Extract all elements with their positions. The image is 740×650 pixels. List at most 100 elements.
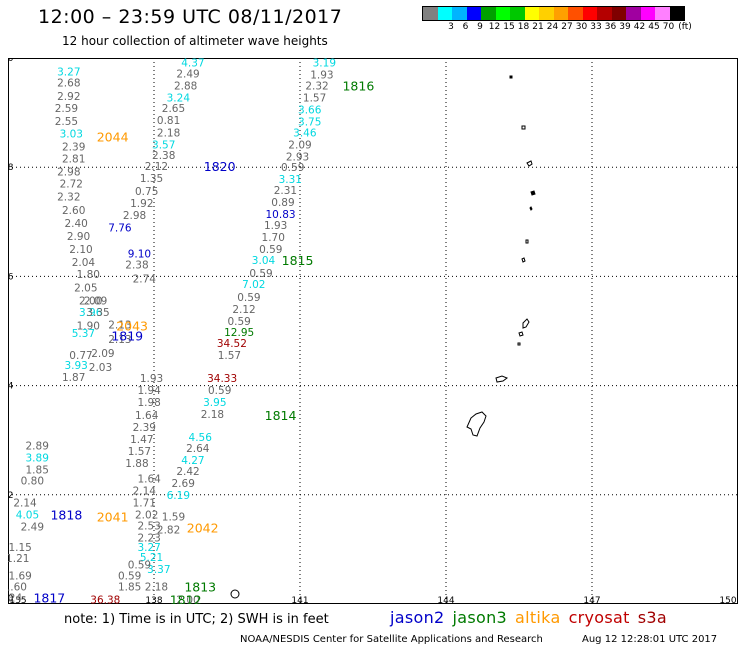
legend-label: 24 [546, 22, 559, 32]
wave-height-value: 0.59 [259, 244, 282, 256]
legend-label: 30 [575, 22, 588, 32]
legend-label: 3 [448, 22, 454, 32]
island-outline [521, 125, 526, 130]
wave-height-value: 0.59 [249, 268, 272, 280]
pass-number-label: 1814 [265, 408, 297, 423]
wave-height-value: 3.27 [57, 67, 80, 79]
wave-height-value: 4.37 [181, 58, 204, 69]
legend-swatch [524, 7, 539, 20]
legend-swatch [437, 7, 452, 20]
pass-number-label: 1815 [282, 253, 314, 268]
pass-number-label: 2044 [97, 130, 129, 145]
legend-label: 33 [590, 22, 602, 32]
wave-height-value: 2.64 [186, 443, 210, 455]
y-tick-label: 18 [8, 163, 14, 173]
wave-height-value: 2.55 [55, 116, 78, 128]
wave-height-value: 3.93 [64, 360, 87, 372]
wave-height-value: 3.75 [298, 116, 321, 128]
wave-height-value: 1.93 [310, 69, 333, 81]
wave-height-value: 1.71 [133, 497, 156, 509]
pass-number-label: 2041 [97, 510, 129, 525]
wave-height-value: 3.96 [79, 307, 103, 319]
timestamp: Aug 12 12:28:01 UTC 2017 [582, 634, 718, 645]
wave-height-value: 2.18 [201, 409, 224, 421]
island-outline [530, 190, 536, 196]
legend-label: 45 [648, 22, 660, 32]
legend-swatch [510, 7, 525, 20]
wave-height-value: 1.85 [118, 582, 141, 594]
wave-height-value: 2.14 [133, 485, 157, 497]
wave-height-value: 6.19 [167, 490, 190, 502]
legend-swatch [423, 7, 438, 20]
legend-label: 9 [477, 22, 483, 32]
wave-height-value: 3.57 [152, 139, 175, 151]
wave-height-value: 5.21 [140, 552, 163, 564]
wave-height-value: 0.75 [135, 186, 158, 198]
wave-height-value: 2.65 [162, 103, 185, 115]
legend-swatch [669, 7, 684, 20]
wave-height-value: 2.42 [176, 466, 199, 478]
coastline [230, 75, 536, 599]
wave-height-value: 2.93 [286, 151, 309, 163]
map-frame [8, 58, 738, 604]
legend-label: 12 [488, 22, 501, 32]
satellite-legend: jason2 jason3 altika cryosat s3a [390, 608, 675, 627]
y-tick-label: 10 [8, 594, 14, 604]
color-scale-legend: 3 6 9 12 15 18 21 24 27 30 33 36 39 42 45 70 (ft) [422, 6, 692, 33]
wave-height-value: 9.10 [128, 248, 151, 260]
legend-swatch [582, 7, 597, 20]
wave-height-value: 2.05 [74, 282, 97, 294]
wave-height-value: 2.14 [13, 497, 37, 509]
wave-height-value: 0.81 [157, 115, 180, 127]
island-outline [529, 206, 533, 211]
legend-label: 36 [604, 22, 617, 32]
wave-height-value: 0.59 [118, 571, 141, 583]
legend-swatch [466, 7, 481, 20]
legend-swatches [422, 6, 685, 21]
wave-height-value: 2.53 [137, 520, 160, 532]
legend-label: 18 [517, 22, 530, 32]
wave-height-value: 1.21 [8, 553, 29, 565]
pass-number-label: 1819 [111, 328, 143, 343]
wave-height-value: 2.92 [57, 91, 80, 103]
wave-height-value: 2.72 [60, 179, 83, 191]
wave-height-value: 2.49 [176, 68, 199, 80]
wave-height-value: 2.00 [79, 295, 102, 307]
island-outline [517, 342, 521, 346]
x-tick-label: 138 [145, 596, 162, 604]
wave-height-value: 1.98 [137, 397, 160, 409]
wave-height-value: 2.38 [152, 150, 175, 162]
wave-height-value: 1.90 [77, 321, 100, 333]
wave-height-value: 2.09 [91, 348, 114, 360]
wave-height-value: 0.59 [208, 385, 231, 397]
wave-height-value: 2.23 [137, 532, 160, 544]
wave-height-value: 3.37 [147, 564, 170, 576]
satellite-name: altika [515, 608, 561, 627]
wave-height-value: 0.80 [21, 476, 44, 488]
legend-label: 70 [662, 22, 675, 32]
legend-swatch [611, 7, 626, 20]
legend-swatch [597, 7, 612, 20]
wave-height-value: 1.92 [130, 198, 153, 210]
wave-height-value: 1.93 [140, 373, 163, 385]
island-outline [509, 75, 513, 79]
wave-height-value: 2.00 [176, 595, 199, 604]
wave-height-value: 1.47 [130, 434, 153, 446]
wave-height-value: 1.64 [137, 473, 161, 485]
wave-height-value: 1.70 [262, 232, 285, 244]
legend-swatch [626, 7, 641, 20]
pass-number-label: 2043 [116, 319, 148, 334]
wave-height-value: 2.98 [57, 167, 80, 179]
wave-height-value: 2.69 [172, 478, 195, 490]
satellite-name: jason3 [452, 608, 507, 627]
wave-height-value: 2.18 [157, 127, 180, 139]
wave-height-value: 2.74 [133, 274, 157, 286]
pass-number-label: 1820 [204, 159, 236, 174]
wave-height-value: 1.57 [218, 350, 241, 362]
wave-height-value: 1.88 [125, 458, 148, 470]
y-tick-label: 12 [8, 491, 13, 501]
wave-height-value: 2.09 [288, 139, 311, 151]
graticule [8, 58, 738, 604]
wave-height-value: 2.32 [57, 192, 80, 204]
